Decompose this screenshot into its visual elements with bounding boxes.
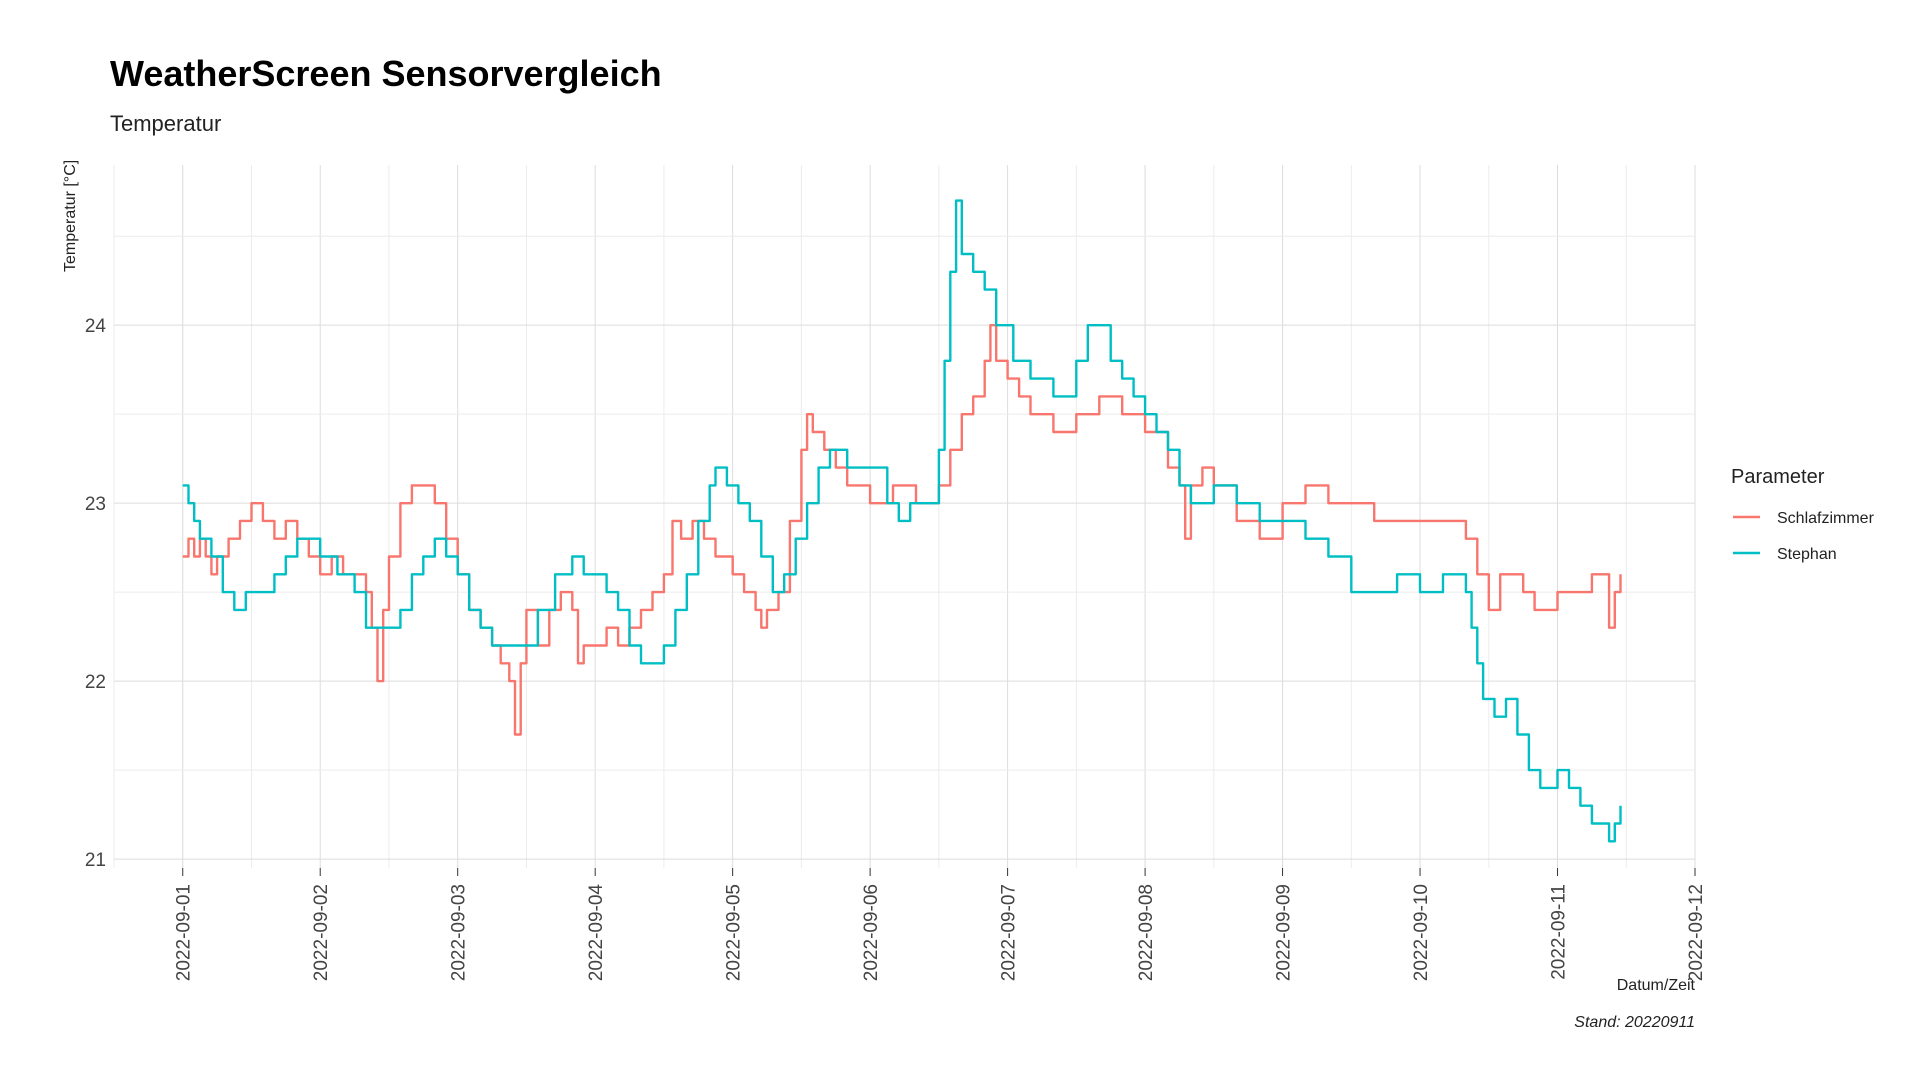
x-tick-label: 2022-09-08	[1136, 884, 1157, 981]
series-line-schlafzimmer	[182, 324, 1622, 736]
y-tick-label: 24	[85, 316, 107, 337]
legend: Parameter Schlafzimmer Stephan	[1731, 466, 1875, 563]
y-tick-label: 21	[85, 850, 106, 871]
x-tick-label: 2022-09-10	[1411, 884, 1432, 981]
legend-label: Stephan	[1777, 546, 1837, 563]
x-tick-label: 2022-09-02	[311, 884, 332, 981]
legend-label: Schlafzimmer	[1777, 510, 1875, 527]
chart-caption: Stand: 20220911	[1574, 1014, 1695, 1031]
grid	[113, 165, 1696, 868]
x-tick-label: 2022-09-06	[861, 884, 882, 981]
x-tick-label: 2022-09-07	[999, 884, 1020, 981]
x-axis: 2022-09-01 2022-09-02 2022-09-03 2022-09-04…	[174, 868, 1707, 981]
y-tick-label: 22	[85, 672, 106, 693]
x-tick-label: 2022-09-09	[1274, 884, 1295, 981]
x-tick-label: 2022-09-11	[1549, 884, 1570, 980]
x-tick-label: 2022-09-04	[586, 884, 607, 982]
chart-subtitle: Temperatur	[110, 111, 221, 136]
x-tick-label: 2022-09-05	[724, 884, 745, 981]
series-lines	[182, 199, 1622, 843]
x-tick-label: 2022-09-01	[174, 884, 195, 981]
x-tick-label: 2022-09-03	[449, 884, 470, 981]
y-tick-label: 23	[85, 494, 106, 515]
legend-title: Parameter	[1731, 466, 1825, 488]
series-line-stephan	[182, 199, 1622, 843]
chart-title: WeatherScreen Sensorvergleich	[110, 53, 662, 94]
x-axis-title: Datum/Zeit	[1617, 977, 1696, 994]
x-tick-label: 2022-09-12	[1686, 884, 1707, 981]
y-axis: 21 22 23 24	[85, 316, 107, 871]
y-axis-title: Temperatur [°C]	[62, 160, 79, 272]
